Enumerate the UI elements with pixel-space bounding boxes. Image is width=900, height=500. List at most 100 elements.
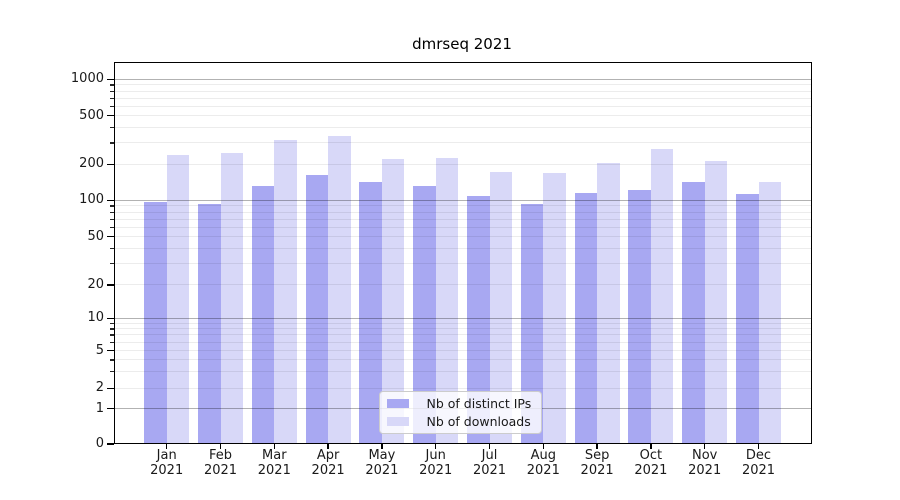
y-minor-tick-mark xyxy=(110,371,114,373)
y-minor-tick-mark xyxy=(110,115,114,117)
bar-distinct-ips-sep xyxy=(574,192,598,444)
x-tick-year: 2021 xyxy=(741,462,776,478)
bar-downloads-nov xyxy=(704,161,728,444)
y-minor-tick-mark xyxy=(110,350,114,352)
legend-swatch-ips-icon xyxy=(386,398,409,408)
x-tick-mark xyxy=(650,444,652,449)
y-minor-tick-mark xyxy=(110,247,114,250)
y-tick-label: 100 xyxy=(79,192,104,208)
y-minor-tick-mark xyxy=(110,263,114,265)
y-tick-label: 500 xyxy=(79,107,104,123)
y-minor-tick-mark xyxy=(110,163,114,166)
x-tick-year: 2021 xyxy=(365,462,399,478)
bar-downloads-aug xyxy=(543,172,566,444)
y-minor-tick-mark xyxy=(110,218,114,220)
bar-downloads-sep xyxy=(597,162,620,444)
legend-label-distinct-ips: Nb of distinct IPs xyxy=(426,395,532,411)
bar-downloads-apr xyxy=(328,135,351,444)
bar-distinct-ips-mar xyxy=(251,185,275,444)
x-tick-mark xyxy=(488,444,491,449)
x-tick-label-mar: Mar 2021 xyxy=(244,448,304,478)
x-tick-label-nov: Nov 2021 xyxy=(675,448,735,478)
bar-distinct-ips-jul xyxy=(467,195,490,444)
y-tick-label: 10 xyxy=(87,310,104,326)
bar-downloads-feb xyxy=(220,153,243,444)
y-minor-tick-mark xyxy=(110,387,114,390)
x-tick-label-feb: Feb 2021 xyxy=(191,448,251,478)
legend-item-distinct-ips: Nb of distinct IPs xyxy=(386,395,533,411)
y-tick-label: 0 xyxy=(95,436,104,451)
x-tick-year: 2021 xyxy=(203,462,238,478)
y-tick-label: 5 xyxy=(95,342,104,358)
y-tick-mark xyxy=(106,199,114,201)
y-minor-tick-mark xyxy=(110,341,114,343)
x-tick-mark xyxy=(381,444,383,449)
y-minor-tick-mark xyxy=(110,84,114,86)
bar-downloads-dec xyxy=(758,182,781,444)
bar-distinct-ips-apr xyxy=(305,174,329,444)
legend: Nb of distinct IPs Nb of downloads xyxy=(378,390,542,434)
x-tick-label-jul: Jul 2021 xyxy=(460,448,520,478)
y-tick-label: 1000 xyxy=(70,71,104,87)
x-tick-mark xyxy=(166,444,168,449)
bar-distinct-ips-may xyxy=(359,182,382,444)
x-tick-year: 2021 xyxy=(257,462,291,478)
x-tick-label-apr: Apr 2021 xyxy=(298,448,358,478)
x-tick-mark xyxy=(435,444,437,449)
y-tick-label: 2 xyxy=(95,380,104,396)
x-tick-year: 2021 xyxy=(526,462,560,478)
x-tick-mark xyxy=(273,444,275,449)
legend-swatch-downloads-icon xyxy=(386,416,409,426)
y-tick-label: 200 xyxy=(79,156,104,172)
y-tick-mark xyxy=(106,317,114,319)
x-tick-label-oct: Oct 2021 xyxy=(621,448,681,478)
y-minor-tick-mark xyxy=(110,105,114,107)
y-tick-mark xyxy=(106,443,114,445)
legend-label-downloads: Nb of downloads xyxy=(426,413,531,429)
bar-downloads-mar xyxy=(274,140,297,444)
bar-distinct-ips-jan xyxy=(144,202,167,444)
x-tick-year: 2021 xyxy=(580,462,614,478)
bar-downloads-jul xyxy=(489,172,512,444)
y-minor-tick-mark xyxy=(110,334,114,336)
y-minor-tick-mark xyxy=(110,127,114,129)
y-minor-tick-mark xyxy=(110,226,114,228)
x-tick-mark xyxy=(757,444,760,449)
y-minor-tick-mark xyxy=(110,97,114,99)
y-minor-tick-mark xyxy=(110,328,114,330)
bar-downloads-jun xyxy=(435,157,459,444)
y-tick-mark xyxy=(106,408,114,410)
x-tick-label-jun: Jun 2021 xyxy=(406,448,466,478)
bar-distinct-ips-oct xyxy=(628,189,651,444)
bar-downloads-may xyxy=(381,158,405,444)
bar-distinct-ips-feb xyxy=(198,204,221,444)
x-tick-mark xyxy=(327,444,329,449)
y-minor-tick-mark xyxy=(110,284,114,286)
x-tick-year: 2021 xyxy=(472,462,507,478)
y-minor-tick-mark xyxy=(110,236,114,238)
y-tick-label: 50 xyxy=(87,228,104,244)
y-minor-tick-mark xyxy=(110,359,114,361)
x-tick-label-jan: Jan 2021 xyxy=(137,448,197,478)
x-tick-label-sep: Sep 2021 xyxy=(567,448,627,478)
y-tick-label: 20 xyxy=(87,276,104,292)
bar-downloads-jan xyxy=(166,155,190,444)
x-tick-label-may: May 2021 xyxy=(352,448,412,478)
y-tick-mark xyxy=(106,78,114,80)
y-minor-tick-mark xyxy=(110,211,114,213)
legend-item-downloads: Nb of downloads xyxy=(386,413,533,429)
x-tick-year: 2021 xyxy=(150,462,184,478)
x-tick-mark xyxy=(704,444,706,449)
bar-distinct-ips-dec xyxy=(736,194,759,444)
x-tick-mark xyxy=(596,444,598,449)
chart-title: dmrseq 2021 xyxy=(412,35,512,53)
bar-downloads-oct xyxy=(650,149,674,444)
y-tick-label: 1 xyxy=(95,400,104,416)
x-tick-year: 2021 xyxy=(419,462,453,478)
bar-distinct-ips-nov xyxy=(682,182,705,444)
x-tick-year: 2021 xyxy=(311,462,345,478)
x-tick-label-dec: Dec 2021 xyxy=(729,448,789,478)
bar-distinct-ips-jun xyxy=(413,185,436,444)
x-tick-mark xyxy=(542,444,544,449)
